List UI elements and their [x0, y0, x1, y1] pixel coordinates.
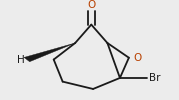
Text: O: O — [133, 53, 142, 63]
Text: Br: Br — [149, 73, 160, 83]
Text: O: O — [87, 0, 95, 10]
Polygon shape — [24, 43, 75, 62]
Text: H: H — [17, 55, 25, 65]
